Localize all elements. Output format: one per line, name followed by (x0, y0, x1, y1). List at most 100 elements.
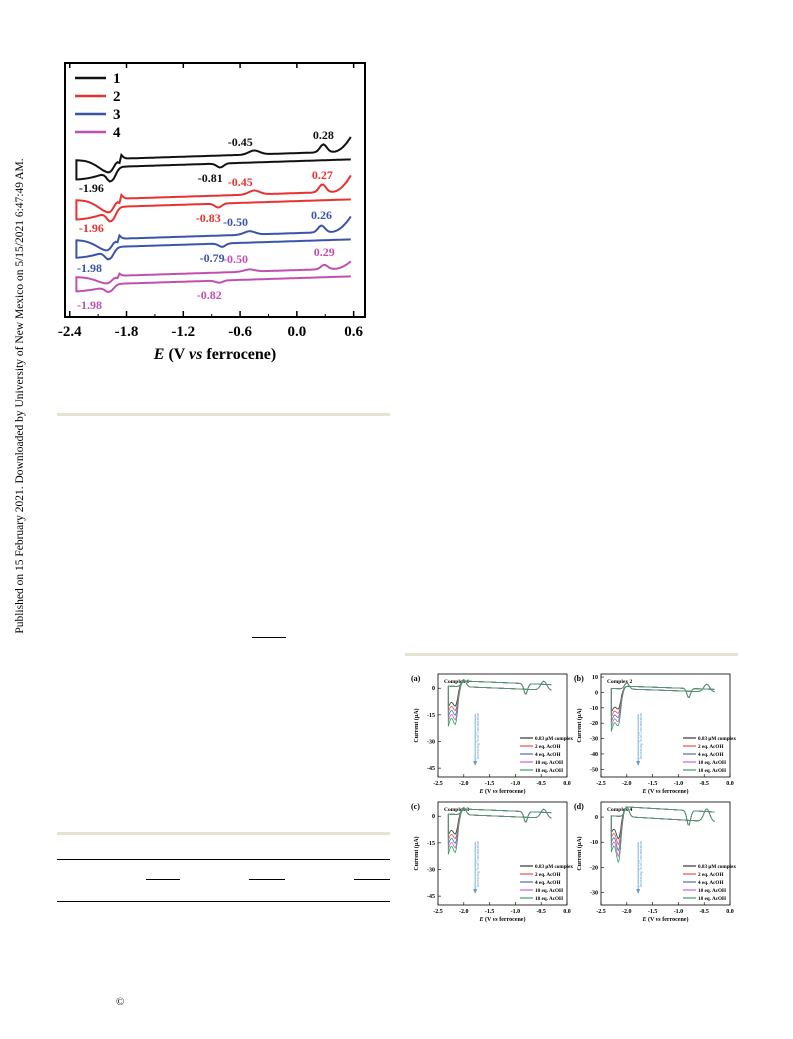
table-sub-rule-2 (249, 879, 285, 880)
x-axis-label: E (V vs ferrocene) (153, 346, 276, 363)
cv-curve-1 (75, 136, 352, 183)
x-tick-label: 0.6 (344, 324, 363, 340)
cv-figure: -2.4 -1.8 -1.2 -0.6 0.0 0.6 E (V vs ferrocene)… (58, 62, 366, 363)
legend-label-3: 3 (113, 107, 121, 123)
y-tick-label: 0 (432, 814, 435, 820)
x-tick-label: -2.0 (622, 781, 632, 787)
short-rule (252, 637, 286, 638)
x-tick-label: -1.0 (674, 909, 684, 915)
x-tick-label: -1.2 (171, 324, 195, 340)
x-tick-label: -1.0 (511, 781, 521, 787)
acid-curve (447, 679, 552, 708)
y-tick-label: -20 (590, 865, 598, 871)
y-axis-label: Current (μA) (576, 708, 583, 742)
cv-curve-4 (75, 260, 352, 294)
acid-curve (610, 806, 715, 846)
x-tick-label: 0.0 (287, 324, 306, 340)
x-tick-label: -1.0 (511, 909, 521, 915)
legend-label: 18 eq. AcOH (535, 896, 563, 902)
acid-annotation: Increasing Acid Concentration (476, 713, 480, 759)
acid-curve (447, 807, 552, 845)
legend-label: 2 eq. AcOH (535, 872, 561, 878)
acid-annotation: Increasing Acid Concentration (639, 841, 643, 887)
x-tick-label: -0.6 (228, 324, 252, 340)
peak-label: -1.96 (79, 181, 104, 195)
y-axis-label: Current (μA) (413, 836, 420, 870)
table-sub-rule-3 (354, 879, 390, 880)
subplot-4: (d) Complex 4 0 -10 -20 -30 Current (μA) -2.5 -2… (574, 801, 736, 923)
x-tick-label: -0.5 (699, 781, 709, 787)
peak-label: -0.82 (197, 288, 222, 302)
x-tick-label: -2.0 (459, 909, 469, 915)
legend-label: 10 eq. AcOH (535, 888, 563, 894)
peak-label: 0.29 (314, 245, 335, 259)
subplot-title: Complex 4 (607, 807, 632, 813)
x-tick-label: -1.5 (648, 781, 658, 787)
acid-curve (447, 807, 552, 855)
peak-label: 0.27 (312, 168, 333, 182)
acid-curve (447, 679, 552, 717)
subplot-title: Complex 2 (607, 679, 632, 685)
x-tick-label: 0.0 (563, 909, 571, 915)
legend-label: 18 eq. AcOH (535, 768, 563, 774)
y-tick-label: -50 (590, 767, 598, 773)
x-tick-label: -2.0 (459, 781, 469, 787)
peak-label: -0.50 (223, 215, 248, 229)
acid-curve (610, 682, 715, 732)
acid-arrow-head (473, 889, 478, 894)
x-tick-label: 0.0 (726, 781, 734, 787)
x-axis-label: E (V vs ferrocene) (479, 916, 526, 923)
x-tick-label: 0.0 (563, 781, 571, 787)
x-tick-label: -1.5 (485, 781, 495, 787)
figure-divider-right (405, 653, 738, 656)
legend-label: 4 eq. AcOH (698, 880, 724, 886)
x-tick-label: -0.5 (536, 909, 546, 915)
x-tick-label: 0.0 (726, 909, 734, 915)
x-tick-label: -2.5 (596, 909, 606, 915)
subplot-frame (437, 801, 568, 906)
acid-curve (610, 806, 715, 858)
y-tick-label: 0 (432, 686, 435, 692)
legend-label-1: 1 (113, 71, 121, 87)
x-axis-label: E (V vs ferrocene) (479, 788, 526, 795)
y-tick-label: -10 (590, 706, 598, 712)
acid-curve (610, 682, 715, 713)
legend-label-4: 4 (113, 125, 121, 141)
subplot-3: (c) Complex 3 0 -15 -30 -45 Current (μA) -2.5 -2… (411, 801, 573, 923)
legend-label: 0.83 μM complex (698, 864, 736, 870)
y-tick-label: -10 (590, 840, 598, 846)
x-tick-label: -1.0 (674, 781, 684, 787)
acid-curve (610, 682, 715, 718)
x-tick-label: -1.5 (485, 909, 495, 915)
acid-curve (447, 679, 552, 727)
y-axis-label: Current (μA) (413, 708, 420, 742)
acid-curve (610, 682, 715, 723)
peak-label: -1.98 (77, 298, 102, 312)
y-axis-label: Current (μA) (576, 836, 583, 870)
subplot-frame (600, 801, 731, 906)
subplot-frame (600, 673, 731, 778)
x-tick-label: -0.5 (699, 909, 709, 915)
x-tick-label: -1.5 (648, 909, 658, 915)
subplot-1: (a) Complex 1 0 -15 -30 -45 Current (μA) -2.5 -2… (411, 673, 573, 795)
figure-divider (57, 413, 390, 416)
acid-curve (610, 806, 715, 840)
acid-curve (610, 806, 715, 852)
table-top-rule (57, 859, 390, 860)
peak-label: -0.79 (200, 251, 225, 265)
acid-curve (447, 807, 552, 850)
legend-label: 2 eq. AcOH (698, 872, 724, 878)
subplot-tag: (d) (574, 802, 584, 811)
y-tick-label: -30 (427, 739, 435, 745)
subplot-tag: (a) (411, 674, 421, 683)
x-tick-label: -1.8 (115, 324, 139, 340)
acid-curve (447, 807, 552, 836)
x-tick-label: -0.5 (536, 781, 546, 787)
y-tick-label: -15 (427, 713, 435, 719)
legend-label: 10 eq. AcOH (698, 888, 726, 894)
acid-curve (610, 806, 715, 864)
peak-label: -0.45 (228, 175, 253, 189)
legend-label: 10 eq. AcOH (535, 760, 563, 766)
subplot-tag: (b) (574, 674, 584, 683)
x-tick-label: -2.4 (58, 324, 82, 340)
